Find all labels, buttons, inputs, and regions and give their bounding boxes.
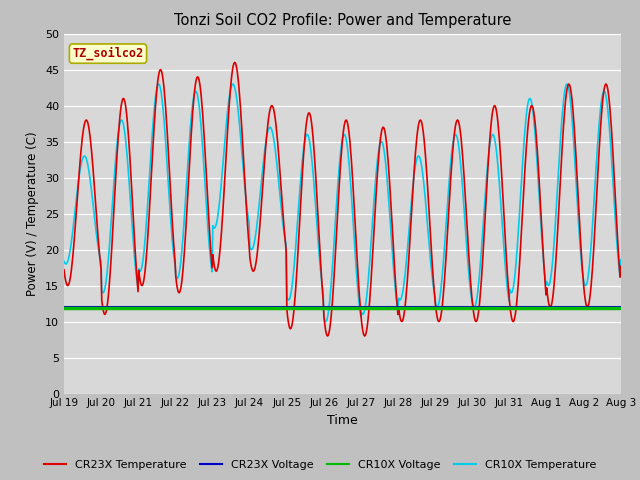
X-axis label: Time: Time (327, 414, 358, 427)
Text: TZ_soilco2: TZ_soilco2 (72, 47, 143, 60)
Title: Tonzi Soil CO2 Profile: Power and Temperature: Tonzi Soil CO2 Profile: Power and Temper… (173, 13, 511, 28)
Legend: CR23X Temperature, CR23X Voltage, CR10X Voltage, CR10X Temperature: CR23X Temperature, CR23X Voltage, CR10X … (39, 456, 601, 474)
Y-axis label: Power (V) / Temperature (C): Power (V) / Temperature (C) (26, 132, 40, 296)
